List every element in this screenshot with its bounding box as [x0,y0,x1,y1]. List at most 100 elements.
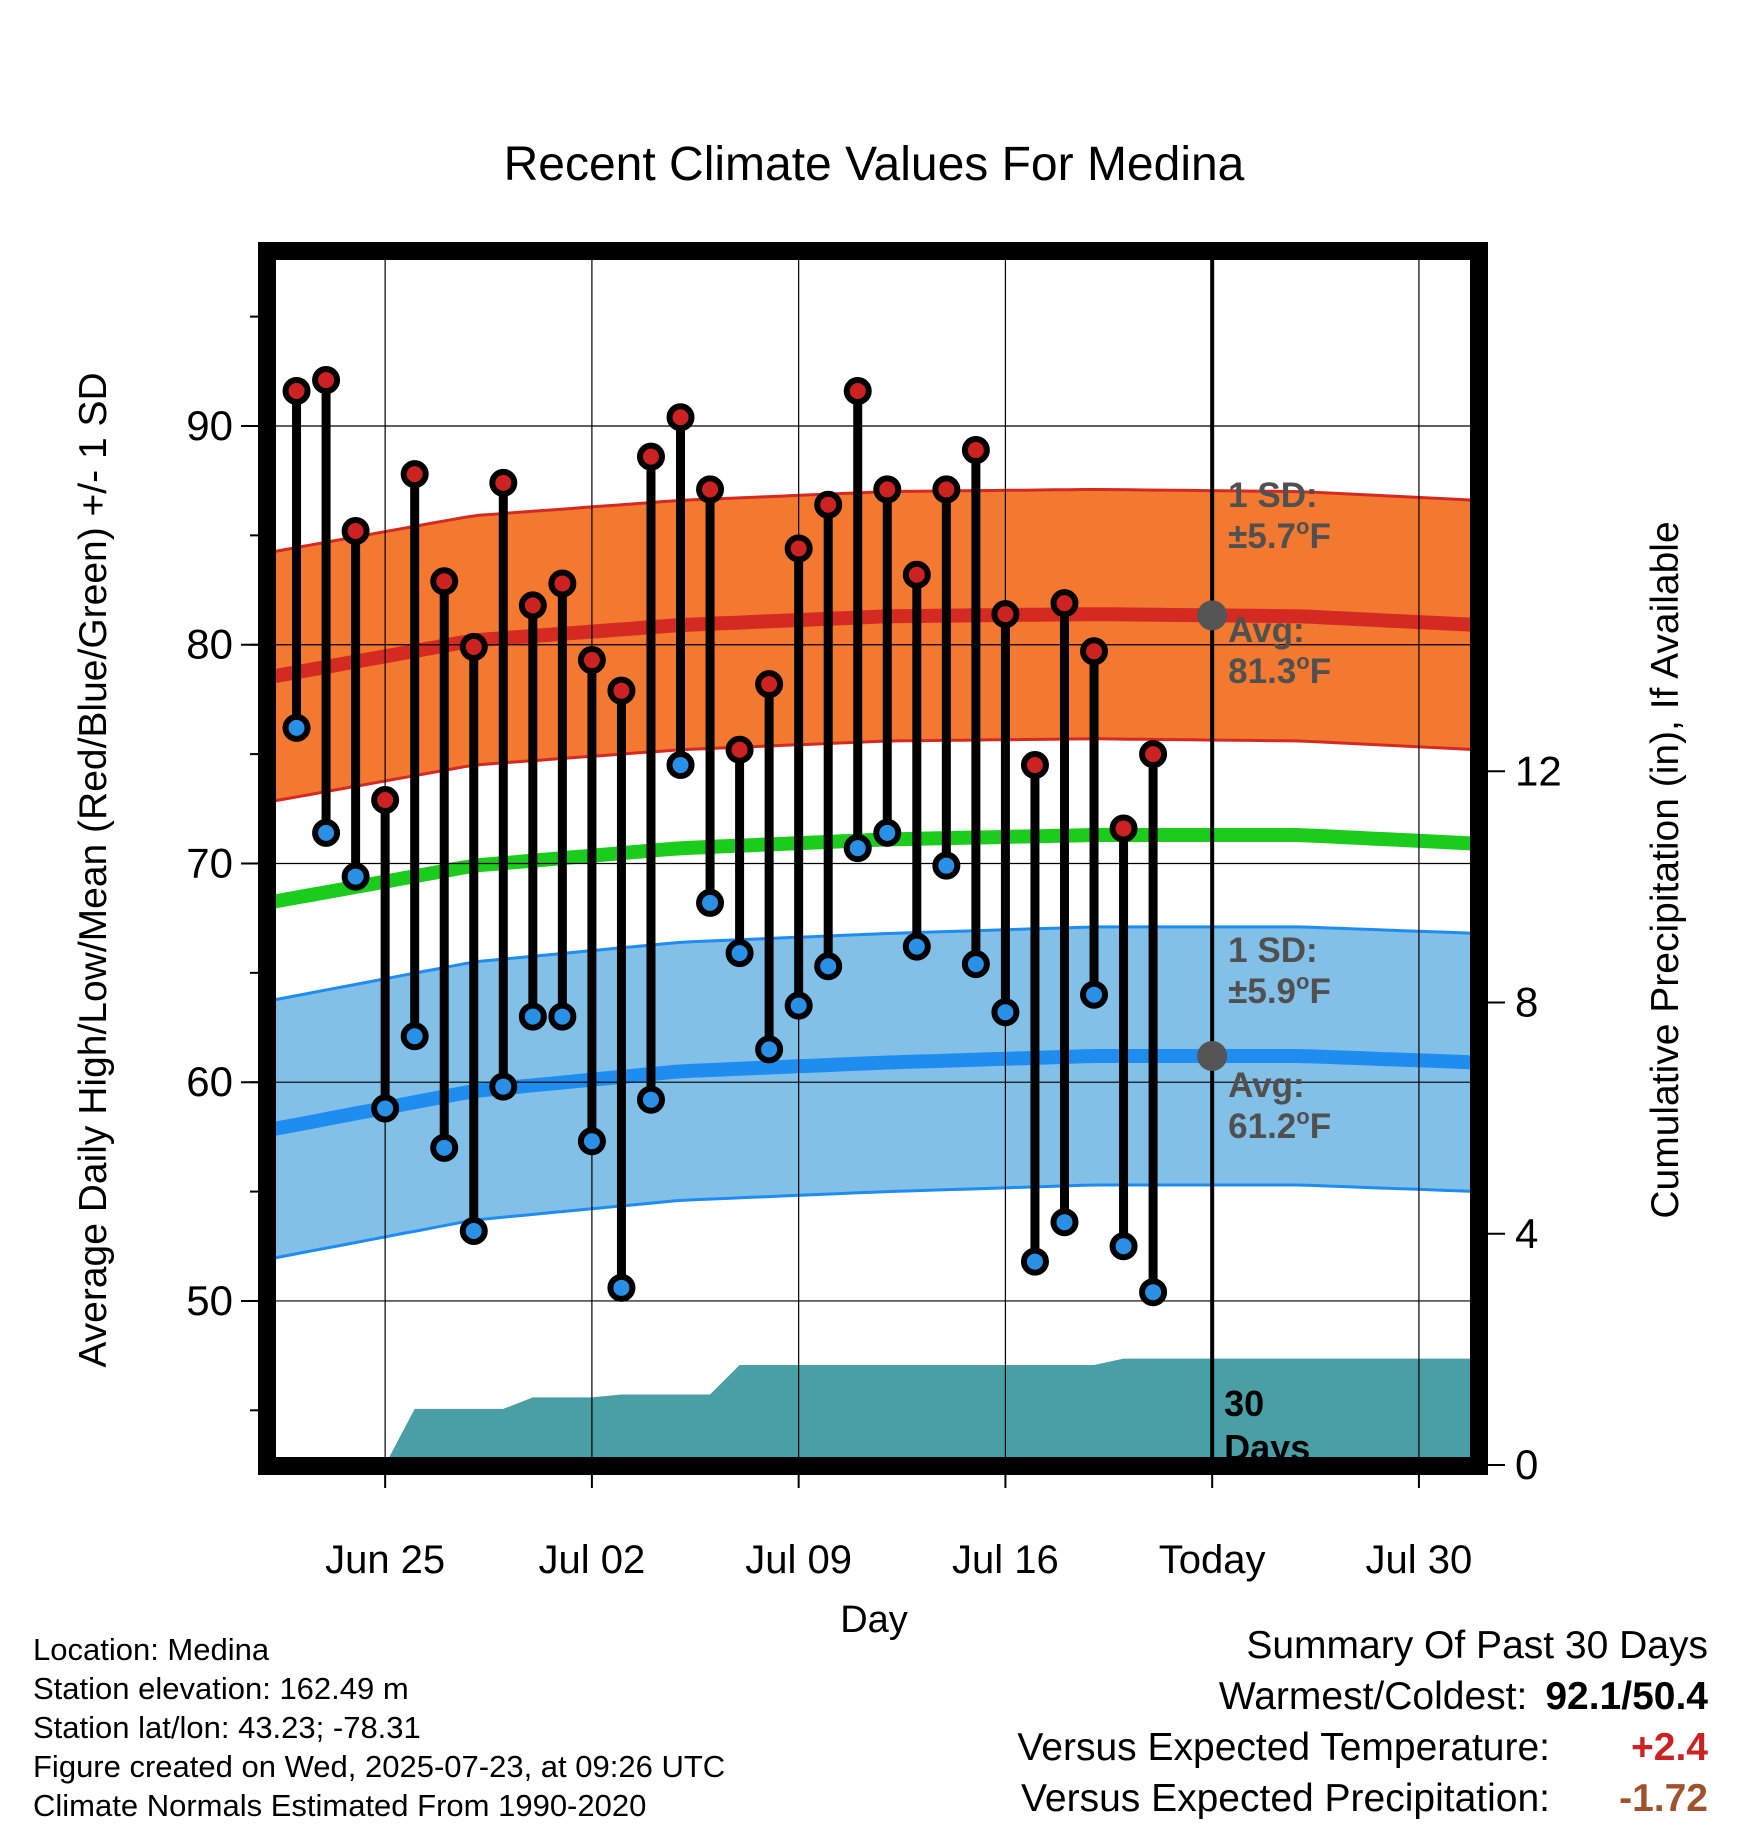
y2-tick-label: 12 [1515,747,1562,794]
daily-low-point [636,1085,665,1114]
info-latlon: Station lat/lon: 43.23; -78.31 [33,1710,421,1745]
y-tick-label: 60 [186,1058,233,1105]
daily-low-point [312,818,341,847]
daily-high-point [725,735,754,764]
daily-low-point [784,991,813,1020]
high-sd-label: 1 SD: [1228,476,1317,515]
x-axis-label: Day [840,1599,908,1641]
daily-low-point [1020,1247,1049,1276]
info-created: Figure created on Wed, 2025-07-23, at 09… [33,1749,726,1784]
summary-warm-cold-label: Warmest/Coldest: [1218,1675,1528,1718]
daily-low-point [1080,980,1109,1009]
high-avg-label: Avg: [1228,611,1304,650]
station-info: Location: Medina Station elevation: 162.… [33,1630,725,1825]
summary-temp-value: +2.4 [1631,1726,1708,1769]
info-elevation: Station elevation: 162.49 m [33,1671,409,1706]
daily-high-point [755,670,784,699]
daily-high-point [1139,740,1168,769]
daily-high-point [1080,637,1109,666]
daily-high-point [932,475,961,504]
daily-high-point [577,646,606,675]
daily-low-point [932,851,961,880]
daily-low-point [459,1216,488,1245]
daily-high-point [843,376,872,405]
daily-high-point [902,560,931,589]
x-tick-label: Jul 30 [1366,1538,1473,1582]
daily-high-point [489,468,518,497]
high-sd-value: ±5.7oF [1228,514,1331,556]
summary-temp-row: Versus Expected Temperature: +2.4 [1017,1722,1708,1773]
summary-warm-cold-value: 92.1/50.4 [1545,1675,1708,1718]
daily-low-point [843,834,872,863]
info-location: Location: Medina [33,1632,270,1667]
daily-high-point [371,786,400,815]
daily-low-point [548,1002,577,1031]
daily-low-point [961,950,990,979]
x-tick-label: Jul 02 [539,1538,646,1582]
daily-high-point [312,366,341,395]
daily-low-point [607,1273,636,1302]
daily-high-point [1050,589,1079,618]
summary-panel: Summary Of Past 30 Days Warmest/Coldest:… [1017,1620,1708,1824]
low-avg-label: Avg: [1228,1066,1304,1105]
low-sd-upper-edge [267,925,1478,1003]
normal-mean-line [267,828,1478,910]
daily-low-point [282,713,311,742]
daily-high-point [991,600,1020,629]
daily-low-point [577,1127,606,1156]
summary-warm-cold-row: Warmest/Coldest: 92.1/50.4 [1017,1671,1708,1722]
daily-high-point [961,436,990,465]
daily-high-point [784,534,813,563]
today-high-normal-marker [1197,600,1228,631]
normal-low-line [267,1049,1478,1138]
daily-low-point [991,998,1020,1027]
x-tick-label: Jul 09 [745,1538,852,1582]
daily-high-point [518,591,547,620]
y2-tick-label: 8 [1515,979,1538,1026]
y-tick-label: 70 [186,839,233,886]
daily-low-point [1050,1208,1079,1237]
daily-high-point [636,442,665,471]
x-tick-label: Today [1159,1538,1266,1582]
y-tick-label: 50 [186,1277,233,1324]
y-tick-label: 80 [186,621,233,668]
summary-precip-value: -1.72 [1619,1777,1708,1820]
info-normals: Climate Normals Estimated From 1990-2020 [33,1788,647,1823]
daily-low-point [489,1072,518,1101]
daily-low-point [902,932,931,961]
daily-low-point [371,1094,400,1123]
daily-low-point [696,888,725,917]
daily-low-point [725,939,754,968]
daily-high-point [1109,814,1138,843]
today-low-normal-marker [1197,1040,1228,1071]
high-sd-band [267,489,1478,803]
daily-high-point [696,475,725,504]
daily-high-point [607,676,636,705]
daily-low-point [341,862,370,891]
daily-high-point [341,516,370,545]
summary-precip-label: Versus Expected Precipitation: [1021,1777,1550,1820]
y2-tick-label: 0 [1515,1441,1538,1488]
daily-low-point [755,1035,784,1064]
high-sd-lower-edge [267,737,1478,804]
daily-high-point [1020,751,1049,780]
x-tick-label: Jun 25 [325,1538,445,1582]
daily-bars [282,366,1168,1307]
daily-low-point [518,1002,547,1031]
daily-low-point [873,818,902,847]
plot-frame [258,242,1488,1475]
days-count-label: 30 [1224,1383,1264,1424]
y-axis-label: Average Daily High/Low/Mean (Red/Blue/Gr… [72,372,115,1367]
daily-low-point [430,1133,459,1162]
daily-high-point [814,490,843,519]
low-sd-label: 1 SD: [1228,931,1317,970]
daily-low-point [400,1022,429,1051]
x-tick-label: Jul 16 [952,1538,1059,1582]
low-avg-value: 61.2oF [1228,1104,1331,1146]
summary-temp-label: Versus Expected Temperature: [1017,1726,1550,1769]
low-sd-value: ±5.9oF [1228,969,1331,1011]
daily-high-point [873,475,902,504]
